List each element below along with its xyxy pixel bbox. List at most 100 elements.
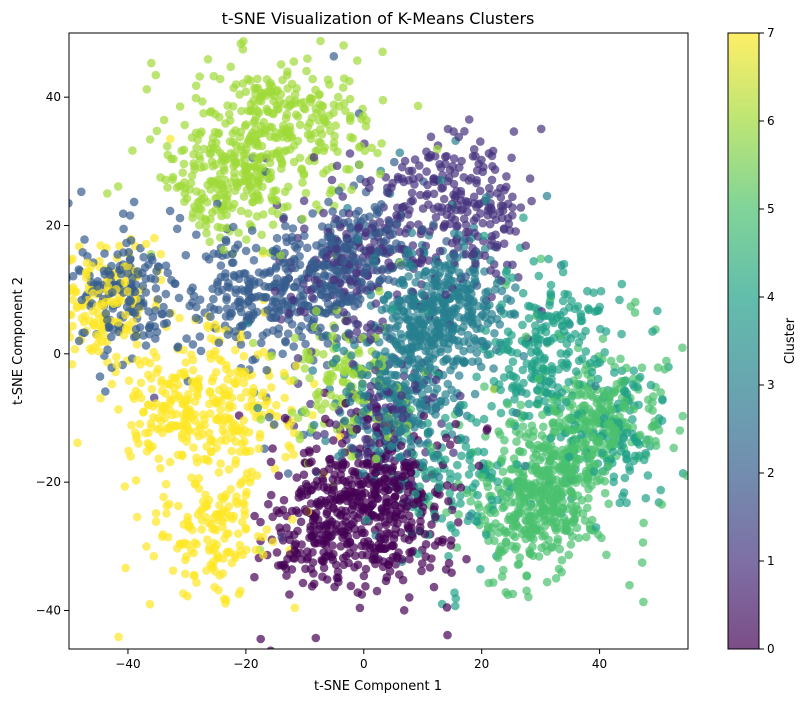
scatter-point (73, 438, 82, 448)
scatter-point (508, 192, 517, 202)
scatter-point (387, 466, 396, 476)
scatter-point (456, 483, 466, 492)
scatter-point (125, 255, 135, 265)
scatter-point (201, 490, 210, 500)
scatter-point (332, 244, 341, 254)
scatter-point (242, 487, 251, 497)
scatter-point (471, 259, 480, 268)
scatter-point (620, 387, 629, 397)
scatter-point (233, 240, 243, 249)
scatter-point (473, 490, 482, 500)
scatter-point (221, 507, 231, 517)
scatter-point (461, 442, 471, 451)
scatter-point (150, 233, 159, 243)
scatter-point (512, 408, 521, 418)
scatter-point (446, 536, 456, 545)
scatter-point (70, 344, 80, 354)
scatter-point (88, 289, 98, 298)
scatter-point (559, 525, 569, 535)
scatter-point (390, 383, 399, 392)
scatter-point (392, 219, 402, 229)
scatter-point (564, 377, 573, 387)
scatter-point (429, 220, 438, 229)
scatter-point (245, 477, 255, 487)
scatter-point (123, 287, 133, 296)
scatter-point (479, 414, 489, 424)
scatter-point (319, 563, 329, 573)
scatter-point (128, 146, 137, 155)
scatter-point (379, 557, 388, 566)
scatter-point (472, 348, 482, 358)
scatter-point (422, 167, 431, 176)
scatter-point (199, 144, 209, 154)
scatter-point (354, 415, 363, 424)
scatter-point (591, 523, 601, 532)
scatter-point (669, 443, 678, 453)
scatter-point (389, 336, 398, 346)
scatter-point (583, 426, 593, 436)
scatter-point (242, 235, 251, 244)
scatter-point (660, 365, 670, 374)
scatter-point (240, 175, 250, 184)
scatter-point (237, 145, 247, 155)
scatter-point (389, 420, 399, 430)
scatter-point (162, 509, 171, 518)
scatter-point (387, 477, 397, 486)
scatter-point (653, 306, 662, 316)
scatter-point (542, 191, 552, 201)
scatter-point (348, 369, 358, 378)
scatter-point (237, 106, 246, 116)
scatter-point (339, 99, 349, 108)
scatter-point (8, 220, 17, 229)
scatter-point (571, 380, 581, 389)
scatter-point (352, 488, 361, 498)
scatter-point (253, 532, 263, 541)
scatter-point (328, 541, 337, 550)
scatter-point (487, 495, 497, 505)
scatter-point (540, 522, 549, 531)
scatter-point (352, 269, 361, 278)
scatter-point (406, 220, 415, 230)
scatter-point (302, 66, 311, 76)
scatter-point (329, 402, 338, 411)
scatter-point (580, 516, 590, 525)
scatter-point (231, 80, 241, 89)
scatter-point (594, 437, 604, 447)
scatter-point (456, 435, 465, 445)
scatter-point (249, 96, 258, 105)
scatter-point (227, 258, 237, 268)
scatter-point (492, 314, 502, 324)
scatter-point (155, 424, 165, 433)
scatter-point (400, 156, 410, 166)
scatter-point (194, 431, 204, 441)
scatter-point (238, 550, 247, 560)
scatter-point (69, 327, 72, 336)
scatter-point (419, 458, 428, 467)
scatter-point (361, 228, 371, 238)
scatter-point (456, 391, 465, 401)
scatter-point (163, 183, 172, 192)
scatter-point (69, 198, 73, 208)
scatter-point (423, 180, 432, 190)
scatter-point (358, 379, 367, 389)
scatter-point (558, 267, 568, 277)
scatter-point (216, 405, 225, 414)
scatter-point (236, 206, 246, 216)
scatter-point (339, 308, 349, 317)
scatter-point (397, 391, 406, 400)
scatter-point (426, 465, 436, 475)
scatter-point (336, 542, 346, 551)
scatter-point (503, 399, 513, 409)
scatter-point (302, 554, 312, 564)
scatter-point (397, 333, 407, 343)
scatter-point (272, 400, 281, 410)
scatter-point (560, 289, 569, 299)
scatter-point (102, 315, 112, 325)
scatter-point (338, 475, 348, 485)
scatter-point (496, 385, 506, 395)
scatter-point (203, 321, 212, 330)
scatter-point (124, 376, 134, 386)
scatter-point (284, 182, 293, 192)
scatter-point (80, 328, 89, 338)
scatter-point (395, 570, 404, 579)
